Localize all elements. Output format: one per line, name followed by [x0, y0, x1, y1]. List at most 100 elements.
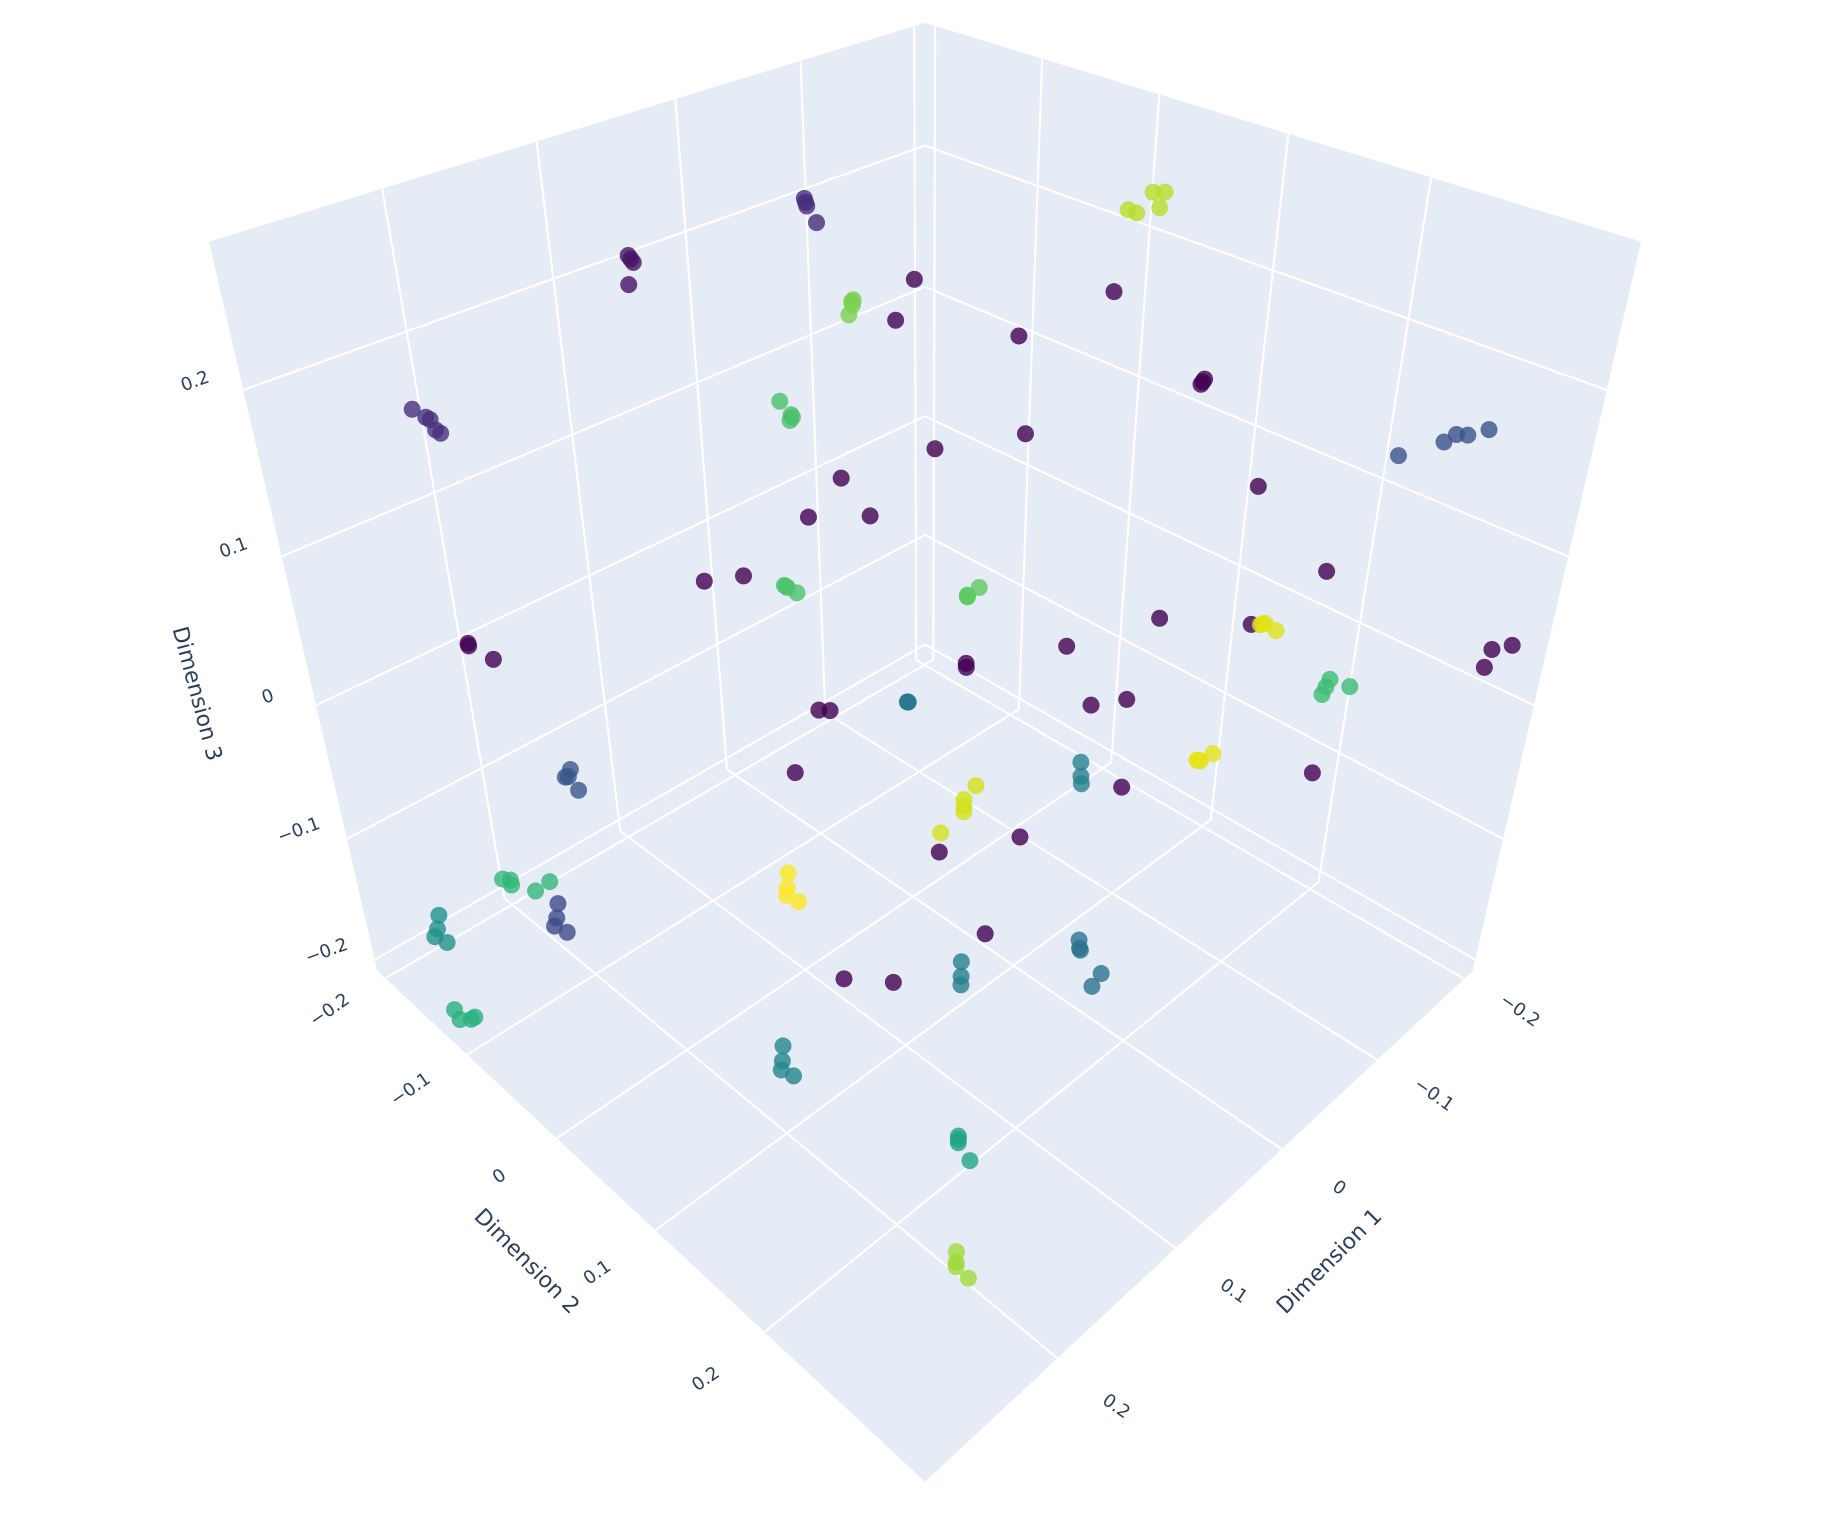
point: [955, 791, 973, 809]
point: [556, 768, 574, 786]
point: [898, 693, 916, 711]
point: [771, 392, 789, 410]
point: [1010, 327, 1028, 345]
point: [1105, 283, 1123, 301]
point: [926, 440, 944, 458]
point: [432, 424, 450, 442]
point: [777, 886, 795, 904]
point: [786, 764, 804, 782]
tick-label: −0.2: [303, 934, 351, 969]
grid-line: [924, 534, 1504, 840]
wall-x: [925, 22, 1642, 972]
point: [549, 895, 567, 913]
grid-line: [913, 26, 918, 661]
tick-label: 0.1: [580, 1256, 616, 1290]
point: [695, 572, 713, 590]
point: [503, 876, 521, 894]
point: [430, 906, 448, 924]
point: [460, 637, 478, 655]
point: [1118, 690, 1136, 708]
scene-grid: [242, 25, 1608, 1360]
grid-line: [726, 768, 1283, 1150]
grid-line: [1110, 94, 1161, 763]
point: [1196, 370, 1214, 388]
point: [1480, 421, 1498, 439]
point: [976, 925, 994, 943]
tick-label: −0.1: [387, 1068, 435, 1110]
point: [861, 507, 879, 525]
points: [403, 183, 1521, 1287]
point: [1151, 199, 1169, 217]
grid-line: [315, 415, 926, 707]
grid-line: [915, 659, 1465, 980]
point: [947, 1258, 965, 1276]
tick-label: 0: [1328, 1176, 1349, 1200]
grid-line: [674, 98, 728, 770]
point: [1092, 965, 1110, 983]
point: [1156, 183, 1174, 201]
point: [484, 650, 502, 668]
point: [1072, 753, 1090, 771]
point: [799, 508, 817, 526]
point: [1113, 778, 1131, 796]
grid-line: [1317, 177, 1433, 883]
point: [1475, 658, 1493, 676]
grid-line: [381, 188, 506, 899]
point: [957, 654, 975, 672]
scene-walls: [208, 22, 1642, 1482]
point: [1303, 764, 1321, 782]
tick-label: −0.1: [1410, 1074, 1458, 1116]
point: [1459, 426, 1477, 444]
point: [932, 824, 950, 842]
point: [843, 293, 861, 311]
point: [808, 214, 826, 232]
point: [417, 408, 435, 426]
tick-label: −0.1: [275, 813, 323, 848]
grid-line: [281, 285, 926, 558]
grid-line: [535, 141, 622, 832]
point: [835, 970, 853, 988]
z-axis-title: Dimension 3: [167, 624, 227, 764]
grid-line: [924, 144, 1608, 391]
point: [620, 276, 638, 294]
grid-line: [924, 415, 1535, 707]
point: [774, 1037, 792, 1055]
point: [781, 411, 799, 429]
tick-label: 0: [259, 685, 277, 709]
grid-line: [242, 144, 926, 391]
point: [1204, 745, 1222, 763]
grid-line: [374, 643, 926, 961]
point: [884, 973, 902, 991]
grid-line: [763, 881, 1320, 1333]
tick-label: 0.2: [1098, 1390, 1134, 1424]
point: [772, 1061, 790, 1079]
point: [970, 578, 988, 596]
grid-line: [384, 658, 934, 980]
point: [558, 923, 576, 941]
point: [546, 917, 564, 935]
point: [403, 400, 421, 418]
grid-line: [924, 643, 1476, 961]
floor: [377, 655, 1473, 1482]
point: [1341, 678, 1359, 696]
grid-line: [1209, 133, 1290, 821]
tick-label: 0.1: [216, 533, 250, 563]
grid-line: [346, 534, 926, 840]
point: [959, 1269, 977, 1287]
grid-line: [924, 285, 1569, 558]
point: [832, 469, 850, 487]
grid-line: [466, 708, 1020, 1056]
tick-label: 0.2: [178, 367, 212, 397]
grid-line: [932, 25, 937, 660]
point: [570, 781, 588, 799]
point: [1256, 614, 1274, 632]
point: [1011, 828, 1029, 846]
point: [779, 864, 797, 882]
point: [810, 701, 828, 719]
point: [1191, 752, 1209, 770]
tick-label: 0.2: [688, 1362, 724, 1396]
tick-label: −0.2: [306, 989, 354, 1031]
point: [541, 873, 559, 891]
